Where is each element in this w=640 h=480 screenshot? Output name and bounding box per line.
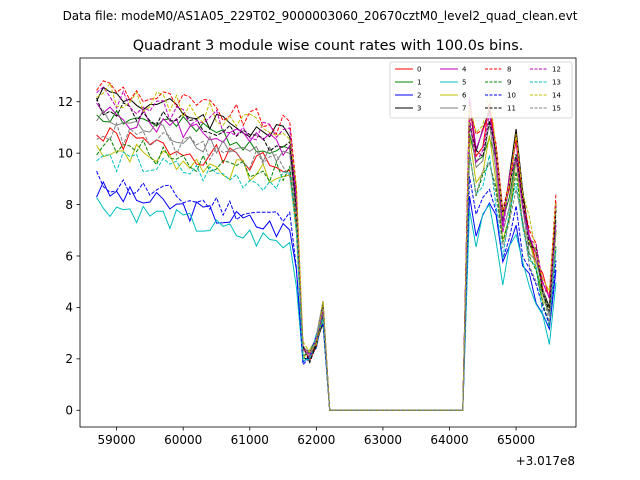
y-tick-label: 6 <box>65 249 73 263</box>
legend-label-9: 9 <box>507 79 511 87</box>
y-axis: 0 2 4 6 8 10 12 <box>58 95 80 418</box>
series-lines <box>96 80 557 411</box>
x-tick-label: 62000 <box>297 433 335 447</box>
legend-label-14: 14 <box>552 92 561 100</box>
series-line-10 <box>96 170 557 411</box>
legend-label-4: 4 <box>462 66 467 74</box>
legend-label-2: 2 <box>417 92 421 100</box>
x-tick-label: 65000 <box>497 433 535 447</box>
legend-label-11: 11 <box>507 105 516 113</box>
legend-label-1: 1 <box>417 79 421 87</box>
legend-label-3: 3 <box>417 105 421 113</box>
legend-label-8: 8 <box>507 66 511 74</box>
legend-label-10: 10 <box>507 92 516 100</box>
legend-box <box>389 61 573 119</box>
y-tick-label: 12 <box>58 95 73 109</box>
legend-label-12: 12 <box>552 66 561 74</box>
y-tick-label: 8 <box>65 198 73 212</box>
legend-label-13: 13 <box>552 79 561 87</box>
data-file-caption: Data file: modeM0/AS1A05_229T02_90000030… <box>63 9 578 23</box>
axes-frame <box>79 57 577 428</box>
y-tick-label: 2 <box>65 352 73 366</box>
y-tick-label: 0 <box>65 404 73 418</box>
chart-title: Quadrant 3 module wise count rates with … <box>133 38 524 54</box>
y-tick-label: 4 <box>65 301 73 315</box>
y-tick-label: 10 <box>58 146 73 160</box>
legend-label-15: 15 <box>552 105 561 113</box>
legend-label-0: 0 <box>417 66 421 74</box>
x-tick-label: 59000 <box>98 433 136 447</box>
series-line-15 <box>96 121 557 411</box>
legend-label-5: 5 <box>462 79 466 87</box>
x-tick-label: 63000 <box>364 433 402 447</box>
x-offset-label: +3.017e8 <box>516 454 575 468</box>
x-tick-label: 64000 <box>430 433 468 447</box>
x-tick-label: 61000 <box>231 433 269 447</box>
legend-label-7: 7 <box>462 105 466 113</box>
x-tick-label: 60000 <box>164 433 202 447</box>
x-axis: 59000 60000 61000 62000 63000 64000 65000 <box>98 427 535 447</box>
legend-label-6: 6 <box>462 92 467 100</box>
